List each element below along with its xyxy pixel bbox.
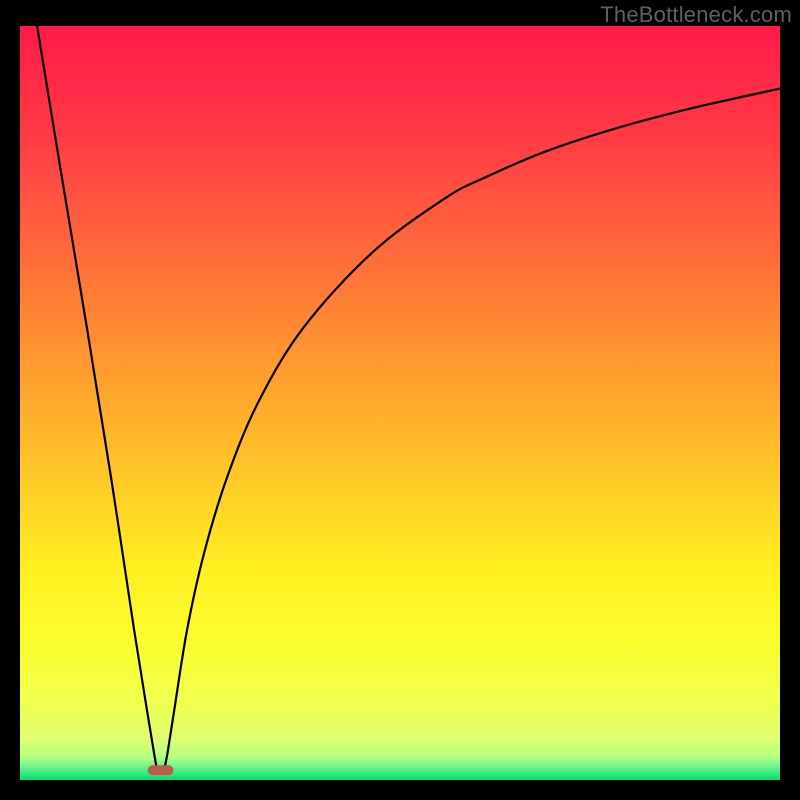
watermark-text: TheBottleneck.com (600, 2, 792, 28)
chart-plot-background (20, 26, 780, 780)
bottleneck-chart (0, 0, 800, 800)
chart-container: TheBottleneck.com (0, 0, 800, 800)
minimum-marker (148, 765, 174, 775)
